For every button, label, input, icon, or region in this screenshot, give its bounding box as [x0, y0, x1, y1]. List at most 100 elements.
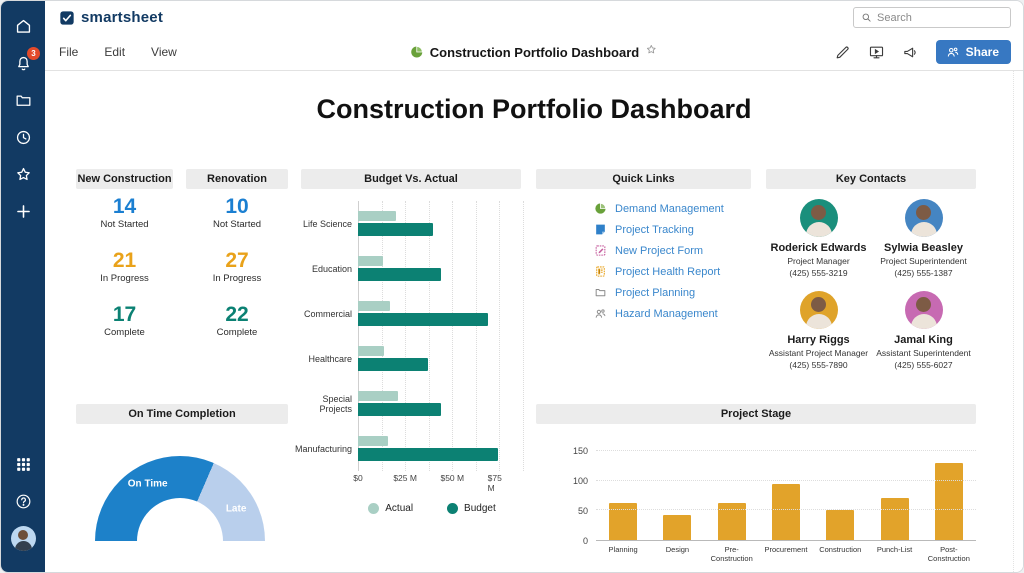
home-icon[interactable]: [10, 13, 36, 39]
apps-icon[interactable]: [10, 451, 36, 477]
bar-actual: [358, 391, 398, 401]
menu-bar: File Edit View Construction Portfolio Da…: [45, 34, 1023, 71]
menu-view[interactable]: View: [151, 45, 177, 59]
create-icon[interactable]: [10, 198, 36, 224]
recents-icon[interactable]: [10, 124, 36, 150]
legend-item: Budget: [447, 503, 496, 514]
quick-link[interactable]: Project Planning: [594, 286, 754, 299]
stat-label: In Progress: [100, 273, 149, 284]
panel-header-budget-vs-actual: Budget Vs. Actual: [301, 169, 521, 189]
quick-link-label: Demand Management: [615, 202, 724, 215]
quick-link[interactable]: New Project Form: [594, 244, 754, 257]
stat-value: 22: [225, 303, 249, 326]
pie-chart-icon: [595, 202, 607, 214]
budget-bar-row: [358, 336, 523, 381]
quick-link[interactable]: Demand Management: [594, 202, 754, 215]
stat-value: 17: [112, 303, 137, 326]
stat-group: 10 Not Started: [213, 195, 261, 249]
bar-budget: [358, 358, 428, 371]
favorite-star-icon[interactable]: [645, 43, 658, 61]
logo-text: smartsheet: [81, 9, 164, 26]
legend-swatch: [447, 503, 459, 514]
notification-badge: 3: [27, 47, 40, 60]
stat-label: Not Started: [212, 219, 262, 230]
x-tick-label: $0: [353, 473, 363, 483]
stage-category-label: Pre-Construction: [710, 545, 753, 563]
contact-role: Assistant Project Manager: [768, 348, 869, 358]
share-people-icon: [947, 47, 958, 57]
page-title: Construction Portfolio Dashboard: [316, 94, 752, 124]
stat-label: Complete: [216, 327, 258, 338]
panel-header-new-construction: New Construction: [76, 169, 173, 189]
stat-value: 10: [225, 195, 249, 218]
stage-bar: [880, 497, 909, 540]
renovation-stats: 10 Not Started 27 In Progress 22 Complete: [186, 195, 288, 357]
contact-card: Roderick Edwards Project Manager (425) 5…: [766, 199, 871, 278]
stage-category-label: Construction: [819, 545, 862, 554]
share-button[interactable]: Share: [935, 40, 1011, 64]
stage-category-label: Planning: [608, 545, 638, 554]
budget-category-label: Education: [311, 263, 352, 274]
quick-link-label: Project Health Report: [615, 265, 721, 278]
stat-label: Not Started: [100, 219, 149, 230]
bar-actual: [358, 346, 385, 356]
stat-group: 22 Complete: [217, 303, 258, 357]
project-stage-chart: 0 50 100 150 Planning Design Pre-Construction…: [564, 446, 976, 563]
bar-actual: [358, 301, 391, 311]
bar-budget: [358, 448, 498, 461]
folder-icon: [595, 289, 606, 297]
on-time-completion-gauge: On Time Late: [95, 456, 265, 541]
menu-file[interactable]: File: [59, 45, 79, 59]
legend-label: Actual: [385, 503, 414, 514]
menu-edit[interactable]: Edit: [104, 45, 126, 59]
edit-pencil-icon[interactable]: [834, 44, 851, 61]
contact-avatar: [904, 291, 943, 329]
contact-phone: (425) 555-7890: [789, 360, 848, 370]
bar-budget: [358, 403, 441, 416]
contact-name: Harry Riggs: [787, 334, 850, 346]
stage-bar: [934, 463, 963, 540]
gauge-label-on-time: On Time: [127, 478, 168, 490]
search-box[interactable]: [853, 7, 1011, 28]
panel-header-project-stage: Project Stage: [536, 404, 976, 424]
contact-phone: (425) 555-6027: [894, 360, 953, 370]
stage-category-label: Procurement: [764, 545, 808, 554]
dashboard-icon: [411, 46, 423, 58]
contact-name: Jamal King: [894, 334, 953, 346]
budget-chart-legend: Actual Budget: [341, 503, 523, 514]
contact-card: Sylwia Beasley Project Superintendent (4…: [871, 199, 976, 278]
bar-budget: [358, 223, 434, 236]
quick-link-label: Project Tracking: [615, 223, 694, 236]
stat-label: Complete: [104, 327, 145, 338]
smartsheet-logo[interactable]: smartsheet: [59, 9, 163, 26]
stage-category-label: Design: [665, 545, 690, 554]
stat-value: 21: [112, 249, 137, 272]
quick-link[interactable]: Project Health Report: [594, 265, 754, 278]
help-icon[interactable]: [10, 488, 36, 514]
publish-megaphone-icon[interactable]: [902, 44, 919, 61]
budget-category-label: Life Science: [302, 218, 352, 229]
favorites-icon[interactable]: [10, 161, 36, 187]
quick-link[interactable]: Project Tracking: [594, 223, 754, 236]
notifications-icon[interactable]: 3: [10, 47, 40, 76]
new-construction-stats: 14 Not Started 21 In Progress 17 Complete: [76, 195, 173, 357]
account-avatar[interactable]: [10, 525, 36, 551]
stage-chart-x-axis: Planning Design Pre-Construction Procuremen…: [596, 545, 976, 563]
stage-chart-y-axis: 0 50 100 150: [564, 446, 596, 546]
quick-link-label: Project Planning: [615, 286, 696, 299]
present-monitor-icon[interactable]: [868, 44, 885, 61]
folders-icon[interactable]: [10, 87, 36, 113]
stat-value: 27: [225, 249, 249, 272]
contact-card: Harry Riggs Assistant Project Manager (4…: [766, 291, 871, 370]
panel-header-on-time: On Time Completion: [76, 404, 288, 424]
quick-link[interactable]: Hazard Management: [594, 307, 754, 320]
contact-avatar: [904, 199, 943, 237]
y-tick-label: 50: [577, 506, 588, 516]
contact-card: Jamal King Assistant Superintendent (425…: [871, 291, 976, 370]
stage-bar: [771, 483, 800, 540]
budget-bar-row: [358, 291, 523, 336]
search-input[interactable]: [877, 11, 1003, 24]
contact-role: Project Manager: [787, 256, 850, 266]
stage-bar: [826, 510, 855, 540]
y-tick-label: 100: [572, 476, 588, 486]
